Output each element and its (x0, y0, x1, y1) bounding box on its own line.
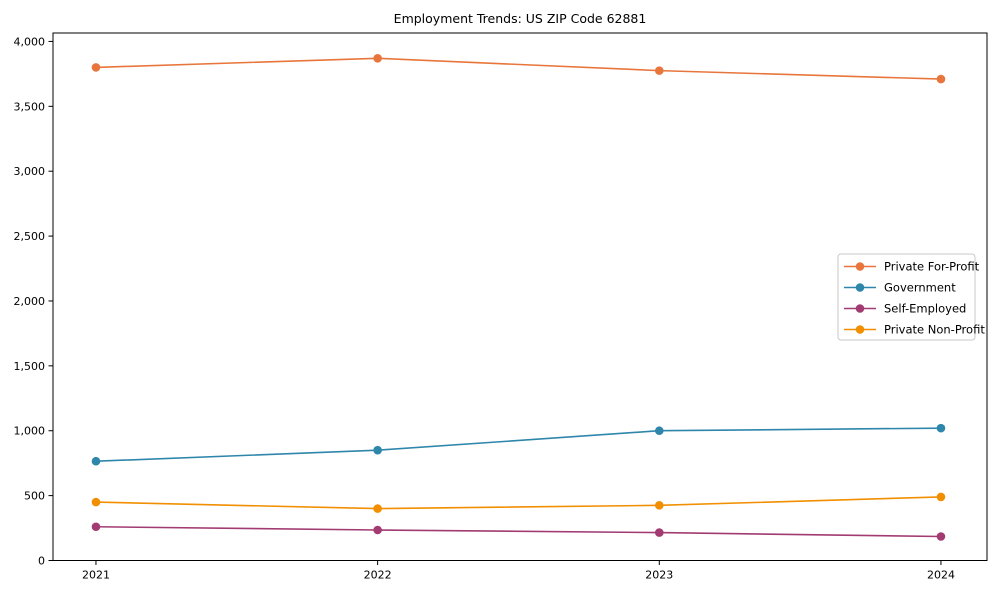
legend-item-private-non-profit: Private Non-Profit (844, 323, 985, 337)
data-point-self-employed-2023 (654, 528, 664, 537)
legend-label-private-for-profit: Private For-Profit (884, 260, 980, 274)
axes-layer: 0 500 1,000 1,500 2,000 2,500 3,000 3,500 4,000 2… (14, 32, 988, 582)
legend-marker-self-employed (855, 304, 865, 313)
data-point-self-employed-2022 (373, 525, 382, 535)
x-tick-label: 2023 (645, 569, 673, 582)
y-tick-label: 3,500 (14, 100, 46, 113)
y-tick-label: 1,000 (14, 425, 46, 438)
data-point-government-2021 (91, 456, 101, 466)
legend-label-self-employed: Self-Employed (884, 302, 966, 316)
x-tick-label: 2022 (364, 569, 392, 582)
legend-marker-private-for-profit (855, 262, 865, 271)
data-point-private-non-profit-2024 (936, 492, 946, 502)
y-tick-label: 500 (24, 490, 45, 503)
series-line-private-non-profit (95, 496, 941, 510)
legend-label-private-non-profit: Private Non-Profit (884, 323, 985, 337)
series-layer (91, 54, 946, 541)
plot-border (52, 32, 988, 561)
x-tick-label: 2024 (927, 569, 955, 582)
y-tick-label: 2,000 (14, 295, 46, 308)
legend-marker-private-non-profit (855, 325, 865, 334)
series-line-private-for-profit (95, 57, 941, 80)
legend-item-private-for-profit: Private For-Profit (844, 260, 980, 274)
data-point-self-employed-2021 (91, 522, 101, 532)
legend-box (837, 253, 976, 341)
data-point-government-2023 (654, 426, 664, 436)
legend-item-government: Government (844, 281, 956, 295)
data-point-private-for-profit-2023 (654, 66, 664, 75)
data-point-private-for-profit-2024 (936, 74, 946, 84)
data-point-self-employed-2024 (936, 532, 946, 541)
y-tick-label: 0 (38, 555, 45, 568)
data-point-private-for-profit-2022 (373, 54, 382, 63)
chart-title: Employment Trends: US ZIP Code 62881 (394, 11, 647, 26)
data-point-government-2022 (373, 445, 382, 455)
data-point-private-non-profit-2023 (654, 501, 664, 510)
data-point-private-non-profit-2022 (373, 504, 382, 513)
y-tick-label: 2,500 (14, 230, 46, 243)
x-tick-label: 2021 (82, 569, 110, 582)
data-point-private-for-profit-2021 (91, 63, 101, 72)
series-line-self-employed (95, 525, 941, 538)
y-tick-label: 4,000 (14, 35, 46, 48)
legend-item-self-employed: Self-Employed (844, 302, 966, 316)
legend-label-government: Government (884, 281, 956, 295)
data-point-government-2024 (936, 423, 946, 433)
legend-marker-government (855, 283, 865, 292)
y-tick-label: 3,000 (14, 165, 46, 178)
legend-layer: Private For-Profit Government Self-Employe… (837, 253, 985, 341)
y-tick-label: 1,500 (14, 360, 46, 373)
series-line-government (95, 427, 941, 463)
data-point-private-non-profit-2021 (91, 497, 101, 507)
